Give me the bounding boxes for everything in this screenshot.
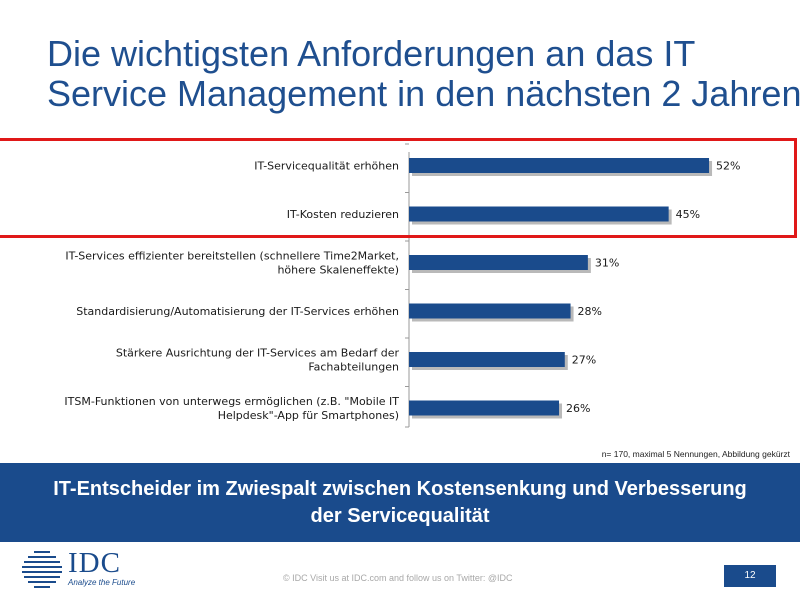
value-label: 45% [676, 208, 700, 221]
bar [409, 303, 571, 319]
value-label: 31% [595, 257, 619, 270]
title-line-1: Die wichtigsten Anforderungen an das IT [47, 33, 696, 74]
category-label: IT-Servicequalität erhöhen [254, 160, 399, 173]
bar [409, 352, 565, 367]
slide-title: Die wichtigsten Anforderungen an das IT … [47, 33, 800, 114]
bar [409, 158, 710, 173]
value-label: 26% [566, 402, 590, 415]
bar [409, 206, 669, 222]
banner-line-2: der Servicequalität [310, 505, 490, 527]
value-label: 52% [716, 160, 740, 173]
category-label: Stärkere Ausrichtung der IT-Services am … [116, 347, 400, 360]
category-label: Fachabteilungen [308, 361, 399, 374]
page-number: 12 [724, 565, 776, 587]
idc-logo: IDC Analyze the Future [20, 547, 160, 592]
category-label: IT-Kosten reduzieren [287, 208, 399, 221]
banner-line-1: IT-Entscheider im Zwiespalt zwischen Kos… [53, 478, 747, 500]
globe-icon [22, 551, 62, 588]
value-label: 28% [578, 305, 602, 318]
footer-text: © IDC Visit us at IDC.com and follow us … [283, 573, 513, 583]
value-label: 27% [572, 354, 596, 367]
sample-note: n= 170, maximal 5 Nennungen, Abbildung g… [601, 449, 790, 459]
category-label: höhere Skaleneffekte) [277, 264, 399, 277]
highlight-frame [0, 138, 797, 238]
logo-text: IDC [68, 547, 121, 579]
bar [409, 400, 560, 416]
title-line-2: Service Management in den nächsten 2 Jah… [47, 73, 800, 114]
category-label: ITSM-Funktionen von unterwegs ermögliche… [64, 395, 399, 408]
logo-tagline: Analyze the Future [68, 578, 136, 587]
category-label: IT-Services effizienter bereitstellen (s… [65, 250, 399, 263]
bar [409, 255, 588, 270]
conclusion-banner: IT-Entscheider im Zwiespalt zwischen Kos… [0, 463, 800, 542]
category-label: Helpdesk"-App für Smartphones) [218, 409, 399, 422]
category-label: Standardisierung/Automatisierung der IT-… [76, 305, 399, 318]
bar-chart: 52% IT-Servicequalität erhöhen 45% IT-Koste… [64, 143, 740, 428]
